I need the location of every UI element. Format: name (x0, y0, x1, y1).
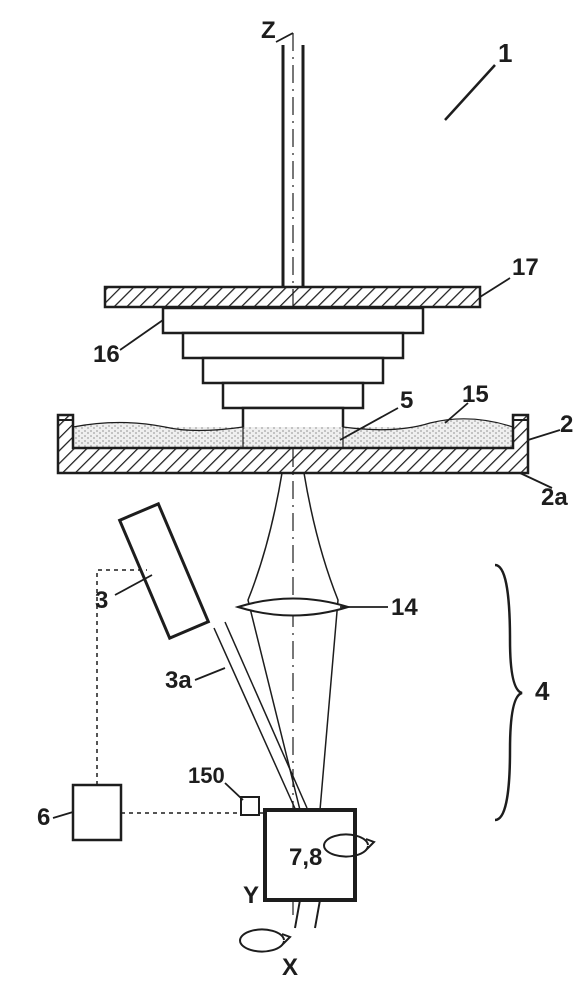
lens (238, 599, 348, 616)
laser (120, 504, 209, 638)
label-17: 17 (512, 254, 539, 281)
sensor (241, 797, 259, 815)
leader-1 (445, 65, 495, 120)
label-z: Z (261, 17, 276, 44)
label-6: 6 (37, 804, 50, 831)
label-15: 15 (462, 381, 489, 408)
label-16: 16 (93, 341, 120, 368)
label-3a: 3a (165, 667, 192, 694)
resin-wave-left (73, 423, 243, 449)
label-4: 4 (535, 676, 550, 706)
label-5: 5 (400, 387, 413, 414)
label-78: 7,8 (289, 844, 322, 871)
label-14: 14 (391, 594, 418, 621)
stereolithography-schematic: Z 1 17 16 5 15 2 2a 3 3a 14 4 150 6 7,8 … (0, 0, 587, 1000)
label-2a: 2a (541, 484, 568, 511)
label-2: 2 (560, 411, 573, 438)
label-y: Y (243, 882, 259, 909)
control-box (73, 785, 121, 840)
label-1: 1 (498, 38, 512, 68)
label-3: 3 (95, 587, 108, 614)
label-x: X (282, 954, 298, 981)
build-platform (105, 287, 480, 307)
rotation-x (240, 929, 290, 951)
resin-wave-right (343, 419, 513, 448)
printed-layers (163, 308, 423, 447)
bracket-4 (495, 565, 522, 820)
label-150: 150 (188, 763, 225, 788)
